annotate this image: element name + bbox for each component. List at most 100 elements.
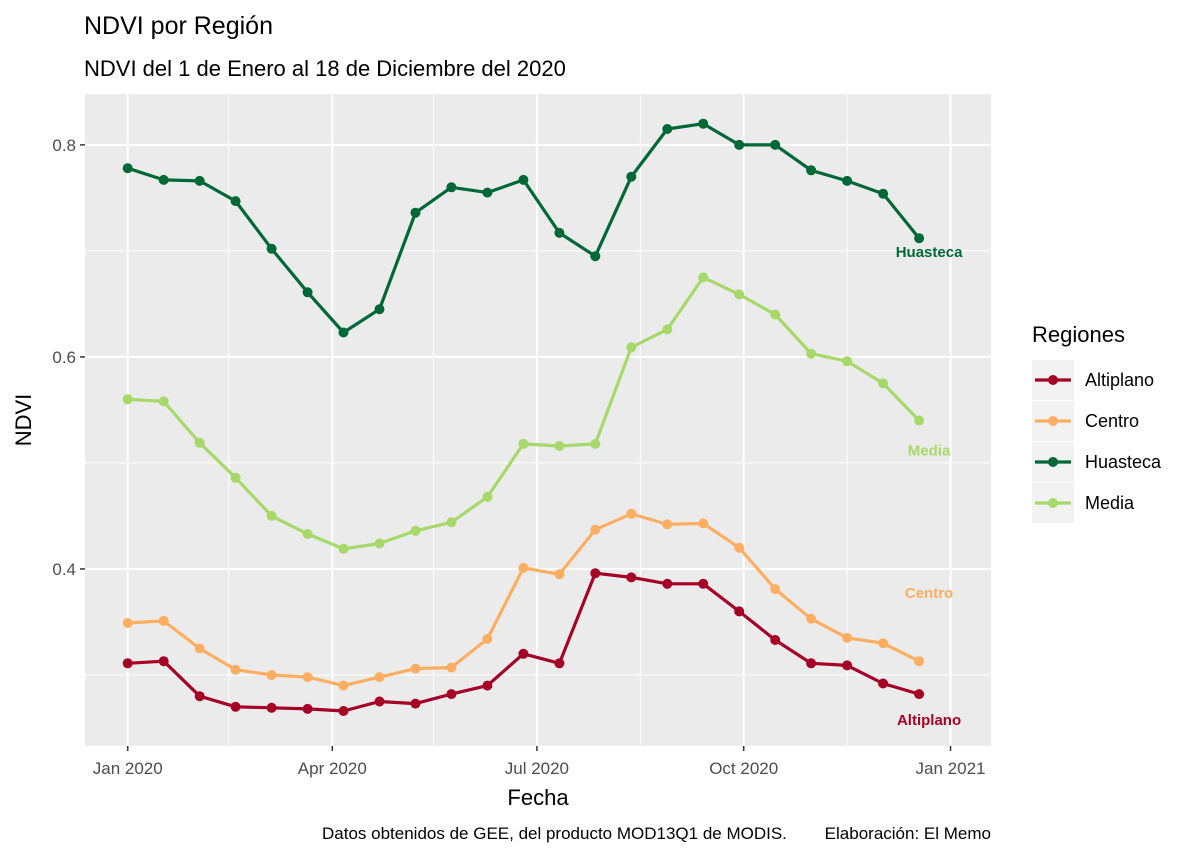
data-point [482,633,493,644]
data-point [770,584,781,595]
grid-lines [85,94,991,746]
end-label-huasteca: Huasteca [896,244,963,261]
data-point [302,703,313,714]
data-point [338,327,349,338]
data-point [518,562,529,573]
legend-label: Centro [1085,411,1139,431]
end-label-altiplano: Altiplano [897,712,961,729]
data-point [518,174,529,185]
data-point [158,174,169,185]
data-point [374,696,385,707]
x-axis: Jan 2020 Apr 2020 Jul 2020 Oct 2020 Jan 2021 [93,746,986,778]
data-point [590,568,601,579]
data-point [626,508,637,519]
series-media [122,272,925,554]
data-point [230,196,241,207]
chart-subtitle: NDVI del 1 de Enero al 18 de Diciembre d… [84,56,566,81]
data-point [842,660,853,671]
data-point [770,309,781,320]
data-point [914,415,925,426]
data-point [230,664,241,675]
y-axis: 0.4 0.6 0.8 [52,136,85,579]
data-point [374,672,385,683]
data-point [590,438,601,449]
data-point [626,171,637,182]
data-point [302,287,313,298]
data-point [698,518,709,529]
legend-item-centro: Centro [1032,401,1139,441]
data-point [842,175,853,186]
data-point [482,680,493,691]
data-point [806,613,817,624]
data-point [626,572,637,583]
legend-label: Media [1085,493,1135,513]
data-point [590,251,601,262]
data-point [518,648,529,659]
data-point [122,163,133,174]
data-point [734,289,745,300]
data-point [158,396,169,407]
data-point [338,706,349,716]
series-layer [122,118,925,716]
data-point [230,472,241,483]
x-tick-label: Apr 2020 [298,759,367,778]
data-point [338,680,349,691]
data-point [194,437,205,448]
data-point [266,243,277,254]
x-tick-label: Jul 2020 [505,759,569,778]
data-point [158,615,169,626]
data-point [122,658,133,669]
data-point [374,304,385,315]
data-point [266,702,277,713]
legend-title: Regiones [1032,322,1125,347]
data-point [554,569,565,580]
data-point [410,698,421,709]
legend-item-huasteca: Huasteca [1032,442,1162,482]
data-point [302,529,313,539]
y-tick-label: 0.4 [52,560,76,579]
chart-title: NDVI por Región [84,12,273,40]
data-point [446,689,457,700]
legend-label: Huasteca [1085,452,1162,472]
data-point [842,356,853,367]
data-point [482,491,493,502]
legend-point [1048,498,1058,508]
y-tick-label: 0.8 [52,136,76,155]
data-point [554,658,565,669]
data-point [770,635,781,645]
data-point [914,656,925,667]
data-point [266,510,277,521]
data-point [266,670,277,680]
data-point [446,517,457,528]
series-centro [122,508,925,691]
data-point [410,525,421,536]
data-point [662,578,673,589]
data-point [734,606,745,617]
data-point [194,175,205,186]
data-point [662,324,673,335]
data-point [626,342,637,353]
legend-point [1048,457,1058,467]
x-tick-label: Jan 2020 [93,759,163,778]
legend-point [1048,375,1058,385]
y-tick-label: 0.6 [52,348,76,367]
data-point [194,691,205,702]
x-axis-title: Fecha [507,785,569,810]
series-huasteca [122,118,925,338]
data-point [878,638,889,649]
data-point [698,118,709,129]
data-point [806,165,817,176]
data-point [734,139,745,150]
x-tick-label: Oct 2020 [709,759,778,778]
end-label-media: Media [908,443,951,460]
data-point [122,618,133,628]
data-point [878,188,889,199]
data-point [698,578,709,589]
data-point [914,233,925,244]
data-point [194,643,205,654]
legend-label: Altiplano [1085,370,1154,390]
data-point [410,207,421,218]
data-point [374,538,385,549]
